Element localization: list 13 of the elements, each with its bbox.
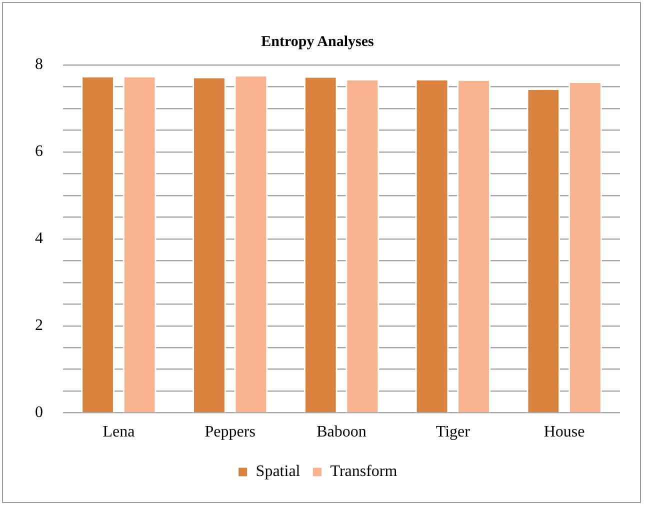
y-tick-label: 6 — [35, 143, 43, 160]
y-tick-label: 8 — [35, 56, 43, 74]
chart-title: Entropy Analyses — [261, 34, 374, 50]
x-tick-label: Baboon — [316, 424, 366, 441]
y-tick-label: 4 — [35, 230, 43, 248]
legend-label: Transform — [330, 463, 398, 480]
x-tick-label: House — [544, 424, 585, 441]
x-tick-label: Lena — [102, 424, 135, 441]
y-tick-label: 2 — [35, 317, 43, 334]
x-tick-label: Peppers — [204, 424, 256, 441]
legend-label: Spatial — [256, 463, 301, 480]
y-tick-label: 0 — [35, 404, 43, 422]
x-tick-label: Tiger — [436, 424, 471, 441]
